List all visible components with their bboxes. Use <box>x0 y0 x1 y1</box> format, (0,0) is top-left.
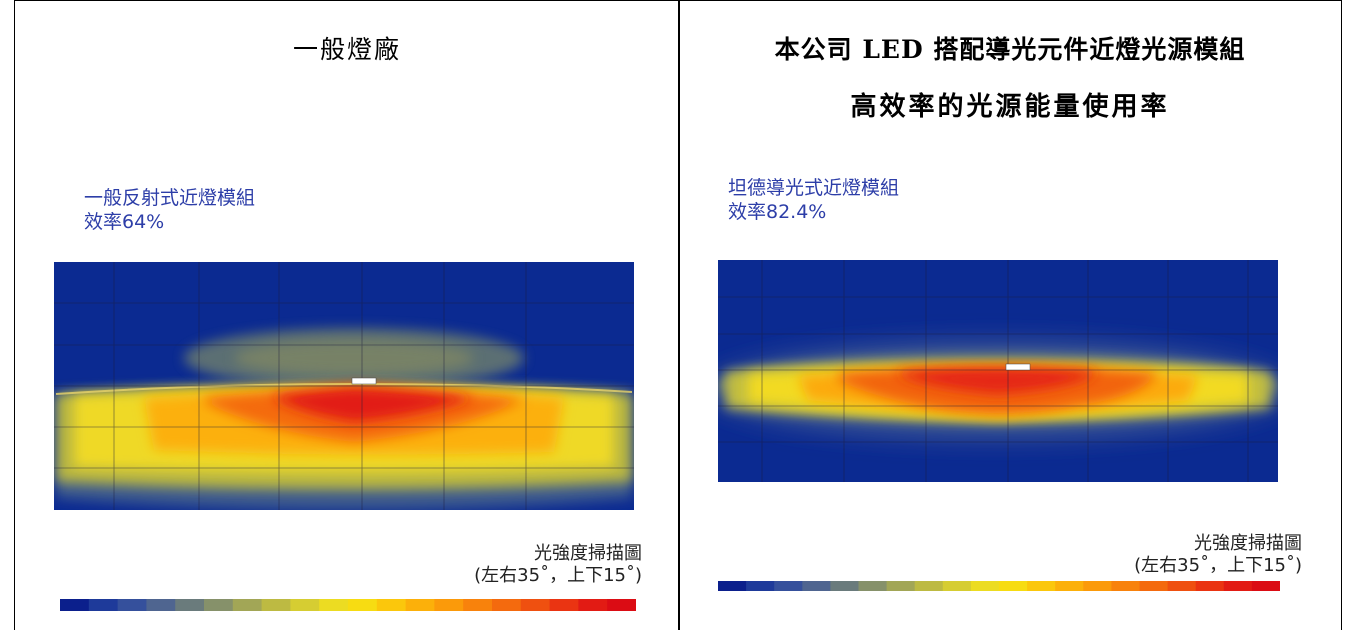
right-scale-swatch <box>970 581 1000 591</box>
left-scale-swatch <box>607 599 636 611</box>
left-scale-swatch <box>232 599 263 611</box>
left-module-label: 一般反射式近燈模組 效率64% <box>84 186 255 234</box>
left-scale-swatch <box>88 599 119 611</box>
right-scale-swatch <box>1195 581 1225 591</box>
left-scan-caption: 光強度掃描圖 (左右35˚，上下15˚) <box>396 543 642 587</box>
left-scale-swatch <box>290 599 320 611</box>
right-color-scale <box>718 581 1280 591</box>
right-center-marker <box>1005 363 1031 371</box>
right-plot-grid <box>718 260 1278 482</box>
left-caption-range: (左右35˚，上下15˚) <box>474 565 642 586</box>
right-scale-swatch <box>1083 581 1112 591</box>
right-scale-swatch <box>858 581 888 591</box>
right-scale-swatch <box>830 581 860 591</box>
left-scale-swatch <box>405 599 435 611</box>
left-scale-swatch <box>175 599 205 611</box>
right-caption-range: (左右35˚，上下15˚) <box>1134 555 1302 576</box>
left-scale-swatch <box>319 599 349 611</box>
right-scale-swatch <box>718 581 747 591</box>
right-panel-title: 本公司 LED 搭配導光元件近燈光源模組 <box>774 35 1246 64</box>
left-caption-title: 光強度掃描圖 <box>534 543 642 564</box>
left-color-scale <box>60 599 636 611</box>
right-scale-swatch <box>774 581 803 591</box>
right-scan-caption: 光強度掃描圖 (左右35˚，上下15˚) <box>1050 533 1302 577</box>
panel-general-lamp-maker: 一般燈廠 一般反射式近燈模組 效率64% <box>16 0 678 630</box>
right-intensity-plot <box>718 260 1278 482</box>
right-scale-swatch <box>1027 581 1056 591</box>
left-scale-swatch <box>578 599 608 611</box>
right-scale-swatch <box>886 581 916 591</box>
left-scale-swatch <box>492 599 522 611</box>
left-scale-swatch <box>261 599 291 611</box>
left-scale-swatch <box>146 599 176 611</box>
left-scale-swatch <box>434 599 464 611</box>
right-scale-swatch <box>1111 581 1141 591</box>
left-scale-swatch <box>60 599 90 611</box>
right-module-label: 坦德導光式近燈模組 效率82.4% <box>728 176 899 224</box>
right-scale-swatch <box>1167 581 1197 591</box>
left-intensity-plot <box>54 262 634 510</box>
left-module-efficiency: 效率64% <box>84 211 165 233</box>
left-center-marker <box>351 377 377 385</box>
left-plot-grid <box>54 262 634 510</box>
right-module-name: 坦德導光式近燈模組 <box>728 177 900 199</box>
left-main-beam <box>55 382 633 510</box>
left-scale-swatch <box>348 599 378 611</box>
right-scale-swatch <box>1055 581 1084 591</box>
right-main-beam <box>718 342 1278 438</box>
left-scale-swatch <box>520 599 551 611</box>
left-scale-swatch <box>463 599 493 611</box>
right-scale-swatch <box>1251 581 1280 591</box>
right-scale-swatch <box>999 581 1028 591</box>
right-scale-swatch <box>1223 581 1253 591</box>
right-scale-swatch <box>942 581 972 591</box>
right-caption-title: 光強度掃描圖 <box>1194 533 1302 554</box>
right-scale-swatch <box>914 581 944 591</box>
right-module-efficiency: 效率82.4% <box>728 201 827 223</box>
left-scale-swatch <box>204 599 234 611</box>
right-panel-subtitle: 高效率的光源能量使用率 <box>850 92 1170 122</box>
right-scale-swatch <box>802 581 831 591</box>
column-divider <box>678 0 680 630</box>
left-panel-title: 一般燈廠 <box>292 35 401 64</box>
left-scale-swatch <box>549 599 579 611</box>
left-module-name: 一般反射式近燈模組 <box>84 187 256 209</box>
left-upper-haze-core <box>234 340 474 376</box>
right-scale-swatch <box>1139 581 1169 591</box>
left-scale-swatch <box>117 599 147 611</box>
panel-company-module: 本公司 LED 搭配導光元件近燈光源模組 高效率的光源能量使用率 坦德導光式近燈… <box>680 0 1340 630</box>
right-scale-swatch <box>746 581 775 591</box>
left-scale-swatch <box>376 599 407 611</box>
